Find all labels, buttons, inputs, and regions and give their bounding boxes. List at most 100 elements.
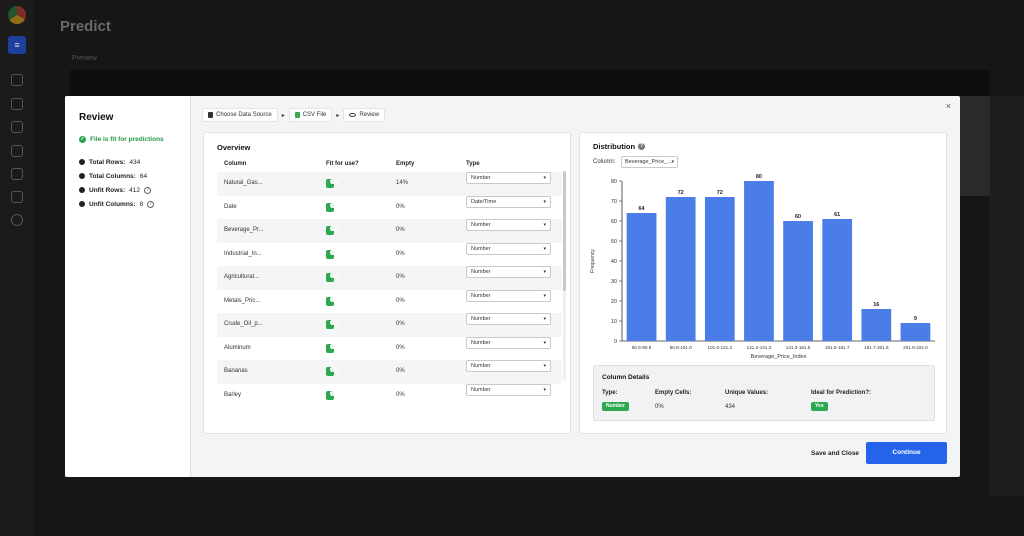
fit-badge-label: Yes <box>330 227 339 233</box>
cell-column: Metals_Pric... <box>224 297 261 304</box>
nav-grid-icon[interactable] <box>11 145 23 157</box>
column-select-value: Beverage_Price_... <box>625 159 672 165</box>
cell-column: Industrial_In... <box>224 250 262 257</box>
bar <box>822 219 853 341</box>
distribution-header: Distribution ? <box>593 142 646 151</box>
bar-data-label: 64 <box>639 206 646 212</box>
y-tick-label: 10 <box>611 319 617 325</box>
x-tick-label: 80.8-101.0 <box>670 345 692 350</box>
continue-button[interactable]: Continue <box>866 442 947 464</box>
y-tick-label: 30 <box>611 279 617 285</box>
header-empty: Empty <box>396 161 415 167</box>
cell-empty: 0% <box>396 368 405 374</box>
check-icon: ✓ <box>330 249 335 255</box>
eye-icon <box>349 113 357 117</box>
type-select[interactable]: Date/Time ▾ <box>466 195 551 208</box>
type-select[interactable]: Number ▾ <box>466 289 551 302</box>
unique-values-value: 434 <box>725 404 736 410</box>
type-select[interactable]: Number ▾ <box>466 242 551 255</box>
bar-data-label: 61 <box>834 212 840 218</box>
fit-badge: ✓ Yes <box>326 202 339 212</box>
bullet-icon <box>79 187 85 193</box>
breadcrumb: Choose Data Source ▸ CSV File ▸ Review <box>202 108 386 122</box>
table-row: Date ✓ Yes 0% Date/Time ▾ <box>217 195 562 220</box>
bar-data-label: 9 <box>914 316 917 322</box>
type-select[interactable]: Number ▾ <box>466 336 551 349</box>
chevron-down-icon: ▾ <box>543 222 546 228</box>
overview-card: Overview Column Fit for use? Empty Type … <box>203 132 571 434</box>
empty-cells-label: Empty Cells: <box>655 390 692 396</box>
nav-chat-icon[interactable] <box>11 191 23 203</box>
chevron-down-icon: ▾ <box>543 269 546 275</box>
scrollbar-thumb[interactable] <box>563 171 566 291</box>
breadcrumb-review[interactable]: Review <box>343 108 386 122</box>
type-select[interactable]: Number ▾ <box>466 383 551 396</box>
cell-empty: 0% <box>396 227 405 233</box>
bar-data-label: 80 <box>756 174 762 180</box>
ideal-value: Yes <box>815 403 824 409</box>
type-select[interactable]: Number ▾ <box>466 313 551 325</box>
bar-data-label: 16 <box>873 302 879 308</box>
x-tick-label: 201.8-222.0 <box>903 345 928 350</box>
type-select[interactable]: Number ▾ <box>466 172 551 184</box>
cell-empty: 0% <box>396 344 405 351</box>
check-icon: ✓ <box>330 273 335 278</box>
nav-bell-icon[interactable] <box>11 214 23 226</box>
y-tick-label: 20 <box>611 299 617 305</box>
review-modal: Review ✓ File is fit for predictions Tot… <box>65 96 960 477</box>
chevron-right-icon: ▸ <box>281 112 285 119</box>
nav-predict-icon[interactable] <box>11 74 23 86</box>
x-tick-label: 101.0-121.2 <box>708 345 733 350</box>
file-icon <box>294 112 300 118</box>
nav-data-icon[interactable] <box>11 98 23 110</box>
type-select[interactable]: Number ▾ <box>466 360 551 372</box>
table-row: Crude_Oil_p... ✓ Yes 0% Number ▾ <box>217 313 562 337</box>
breadcrumb-csv-file[interactable]: CSV File <box>288 108 333 122</box>
type-select[interactable]: Number ▾ <box>466 266 551 278</box>
column-details: Column Details Type: Number Empty Cells:… <box>593 365 935 421</box>
type-select-value: Number <box>471 316 491 322</box>
fit-badge-label: Yes <box>330 250 339 257</box>
type-select-value: Number <box>471 292 491 299</box>
modal-title: Review <box>79 112 114 123</box>
nav-home-icon[interactable]: ≡ <box>8 36 26 54</box>
fit-badge-label: Yes <box>330 391 339 398</box>
table-row: Barley ✓ Yes 0% Number ▾ <box>217 383 562 408</box>
nav-settings-icon[interactable] <box>11 168 23 180</box>
breadcrumb-choose-source[interactable]: Choose Data Source <box>202 108 278 122</box>
stat-value: 64 <box>139 172 148 180</box>
fit-badge-label: Yes <box>330 203 339 210</box>
bar <box>861 309 892 341</box>
type-badge: Number <box>602 402 629 411</box>
save-and-close-button[interactable]: Save and Close <box>811 450 860 457</box>
chevron-down-icon: ▾ <box>543 386 546 393</box>
background-panel <box>990 96 1024 496</box>
chevron-down-icon: ▾ <box>543 292 546 299</box>
bar <box>900 323 931 341</box>
overview-title: Overview <box>217 143 251 152</box>
type-select-value: Number <box>471 363 491 369</box>
check-circle-icon: ✓ <box>79 136 86 143</box>
fit-badge-label: Yes <box>330 274 339 280</box>
type-select[interactable]: Number ▾ <box>466 219 551 231</box>
bar <box>744 181 774 341</box>
stat-total-rows: Total Rows: 434 <box>79 158 154 166</box>
column-select[interactable]: Beverage_Price_... ▾ <box>621 156 678 168</box>
close-icon[interactable]: × <box>945 101 951 111</box>
chevron-down-icon: ▾ <box>543 175 546 181</box>
stat-unfit-rows: Unfit Rows: 412 ? <box>79 186 154 194</box>
ideal-label: Ideal for Prediction?: <box>811 390 872 396</box>
check-icon: ✓ <box>330 343 335 349</box>
fit-badge-label: Yes <box>330 180 339 186</box>
preview-label: Preview <box>72 55 97 62</box>
help-icon[interactable]: ? <box>147 200 155 208</box>
cell-empty: 0% <box>396 391 405 398</box>
header-fit: Fit for use? <box>326 161 359 167</box>
help-icon[interactable]: ? <box>638 143 646 150</box>
stat-label: Total Columns: <box>89 172 136 180</box>
nav-share-icon[interactable] <box>11 121 23 133</box>
cell-empty: 0% <box>396 321 405 327</box>
help-icon[interactable]: ? <box>143 186 151 194</box>
database-icon <box>208 112 213 118</box>
cell-column: Beverage_Pr... <box>224 227 264 233</box>
